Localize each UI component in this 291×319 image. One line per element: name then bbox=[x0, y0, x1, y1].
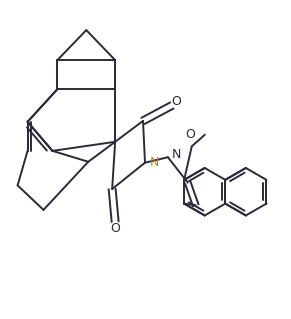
Text: O: O bbox=[171, 95, 181, 108]
Text: O: O bbox=[185, 128, 195, 141]
Text: N: N bbox=[149, 156, 159, 169]
Text: O: O bbox=[110, 222, 120, 235]
Text: N: N bbox=[171, 148, 181, 161]
